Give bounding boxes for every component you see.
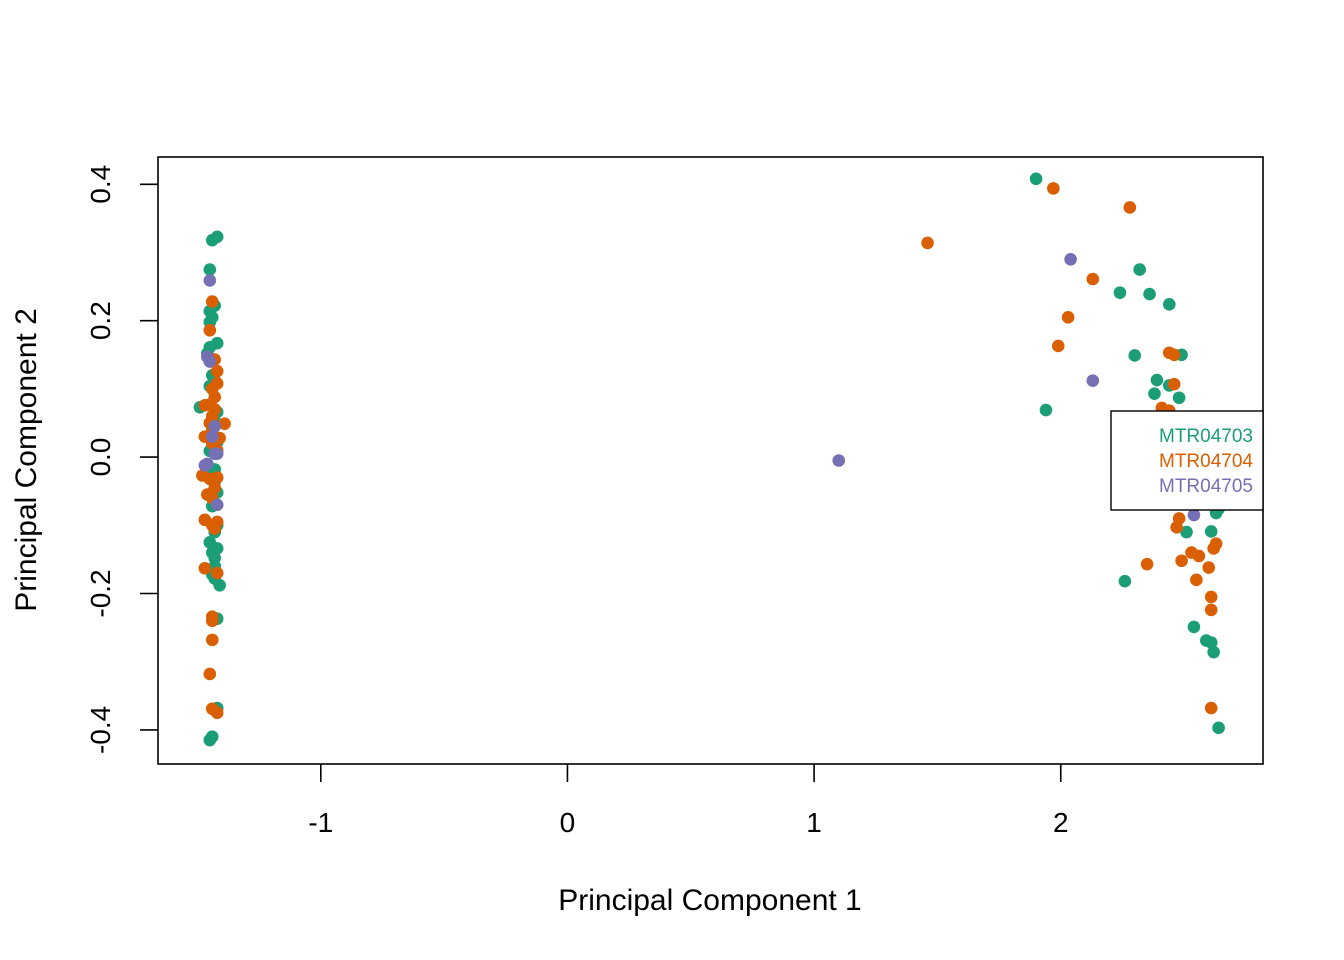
y-axis: -0.4 -0.2 0.0 0.2 0.4 [85, 165, 158, 754]
data-point-mtr04704 [1190, 573, 1203, 587]
data-point-mtr04703 [1150, 373, 1164, 387]
data-point-mtr04704 [1167, 348, 1181, 362]
data-point-mtr04704 [1140, 557, 1154, 571]
data-point-mtr04703 [1118, 574, 1132, 588]
data-point-mtr04703 [203, 263, 217, 276]
data-point-mtr04703 [1207, 645, 1220, 659]
data-point-mtr04705 [203, 355, 217, 368]
data-point-mtr04704 [1204, 590, 1218, 604]
data-point-mtr04705 [1086, 374, 1100, 388]
data-point-mtr04704 [203, 323, 217, 337]
data-point-mtr04704 [1209, 537, 1223, 551]
data-point-mtr04704 [1061, 310, 1075, 324]
data-point-mtr04703 [1148, 387, 1161, 400]
data-point-mtr04703 [1133, 263, 1146, 276]
data-point-mtr04705 [1187, 508, 1201, 522]
data-point-mtr04704 [1202, 561, 1216, 574]
data-point-mtr04705 [210, 498, 224, 512]
data-point-mtr04705 [832, 454, 846, 467]
data-point-mtr04704 [210, 706, 224, 720]
y-tick-label: 0.2 [85, 301, 116, 340]
data-point-mtr04705 [1064, 253, 1077, 266]
y-tick-label: -0.4 [85, 706, 116, 754]
data-point-mtr04703 [1029, 172, 1043, 186]
data-point-mtr04703 [1128, 349, 1142, 362]
data-point-mtr04704 [203, 667, 217, 681]
data-point-mtr04704 [210, 364, 224, 378]
data-point-mtr04704 [1167, 377, 1181, 391]
data-point-mtr04703 [213, 579, 226, 592]
data-point-mtr04704 [198, 561, 212, 575]
legend-entry-mtr04705: MTR04705 [1159, 476, 1253, 497]
data-point-mtr04703 [1212, 721, 1225, 735]
data-point-mtr04703 [1162, 298, 1176, 311]
legend-box [1110, 410, 1264, 511]
x-tick-label: 2 [1053, 807, 1069, 838]
x-tick-label: -1 [308, 807, 333, 838]
data-point-mtr04705 [208, 420, 222, 433]
x-axis: -1 0 1 2 [308, 764, 1069, 838]
data-point-mtr04704 [1123, 201, 1137, 214]
data-point-mtr04704 [1172, 512, 1186, 525]
data-point-mtr04703 [1113, 286, 1127, 300]
data-point-mtr04703 [203, 733, 217, 747]
legend-entry-mtr04703: MTR04703 [1159, 426, 1253, 447]
data-point-mtr04704 [198, 398, 212, 412]
data-point-mtr04704 [1204, 701, 1218, 715]
data-point-mtr04704 [210, 566, 224, 580]
x-tick-label: 1 [806, 807, 822, 838]
data-point-mtr04705 [208, 447, 222, 460]
data-point-mtr04703 [205, 233, 219, 247]
data-point-mtr04704 [1175, 554, 1188, 568]
data-point-mtr04704 [210, 471, 224, 484]
data-point-mtr04704 [1086, 272, 1100, 286]
data-point-mtr04704 [1047, 182, 1060, 195]
data-point-mtr04703 [1180, 525, 1193, 539]
plot-frame [157, 156, 1264, 765]
data-point-mtr04704 [205, 614, 219, 628]
data-point-mtr04704 [1051, 339, 1065, 353]
data-point-mtr04703 [1143, 287, 1156, 301]
x-axis-label: Principal Component 1 [558, 884, 862, 917]
data-point-mtr04704 [1192, 549, 1206, 563]
data-point-mtr04705 [198, 458, 212, 472]
data-points [193, 172, 1225, 747]
legend-entry-mtr04704: MTR04704 [1159, 451, 1253, 472]
data-point-mtr04704 [218, 417, 231, 430]
legend: MTR04703 MTR04704 MTR04705 [1110, 410, 1264, 511]
data-point-mtr04703 [1039, 403, 1053, 417]
data-point-mtr04704 [208, 522, 222, 536]
data-point-mtr04703 [1204, 636, 1218, 649]
y-axis-label: Principal Component 2 [10, 308, 43, 612]
data-point-mtr04705 [205, 430, 219, 443]
data-point-mtr04703 [1172, 391, 1186, 405]
data-point-mtr04704 [1204, 603, 1218, 617]
data-point-mtr04703 [1204, 525, 1218, 538]
y-tick-label: 0.4 [85, 165, 116, 204]
y-tick-label: 0.0 [85, 438, 116, 477]
data-point-mtr04704 [921, 236, 934, 250]
data-point-mtr04703 [1187, 620, 1201, 634]
x-tick-label: 0 [560, 807, 576, 838]
y-tick-label: -0.2 [85, 569, 116, 617]
data-point-mtr04705 [203, 274, 217, 287]
data-point-mtr04704 [205, 295, 219, 308]
data-point-mtr04704 [205, 633, 219, 647]
